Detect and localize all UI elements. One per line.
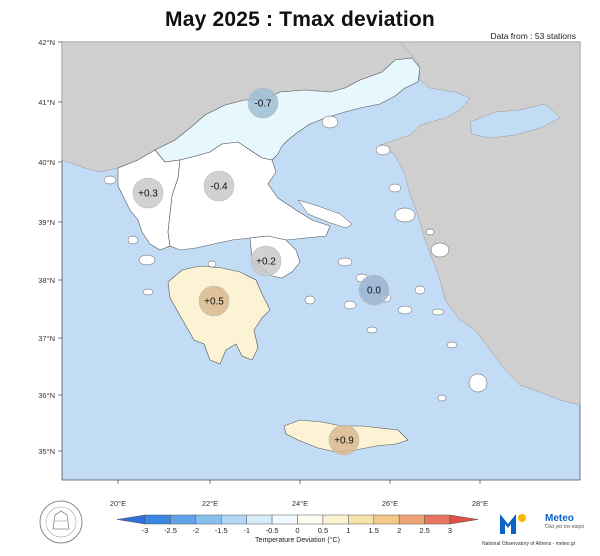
lon-label: 24°E <box>292 499 308 508</box>
region-badge: 0.0 <box>358 274 390 306</box>
colorbar-tick-label: -3 <box>142 526 149 535</box>
colorbar-tick-label: 0.5 <box>318 526 328 535</box>
colorbar-title: Temperature Deviation (°C) <box>255 536 340 544</box>
lat-label: 42°N <box>38 38 55 47</box>
colorbar-high-arrow <box>449 514 479 525</box>
colorbar-tick-label: -1 <box>243 526 250 535</box>
region-badge-value: +0.9 <box>334 436 354 447</box>
lat-label: 39°N <box>38 218 55 227</box>
region-badge: +0.2 <box>250 245 282 277</box>
region-badge: -0.4 <box>203 170 235 202</box>
colorbar-tick-label: 1.5 <box>369 526 379 535</box>
colorbar-bin <box>144 514 171 525</box>
region-badge-circle <box>358 274 390 306</box>
lat-label: 36°N <box>38 391 55 400</box>
region-badge-circle <box>328 424 360 456</box>
lat-label: 37°N <box>38 334 55 343</box>
colorbar-bin <box>246 514 273 525</box>
region-badge: +0.9 <box>328 424 360 456</box>
region-badge-value: 0.0 <box>367 286 381 297</box>
colorbar-bin <box>221 514 247 525</box>
lon-label: 28°E <box>472 499 488 508</box>
region-badge-circle <box>198 285 230 317</box>
colorbar-bin <box>348 514 375 525</box>
longitude-axis: 20°E 22°E 24°E 26°E 28°E <box>110 480 488 508</box>
colorbar-tick-label: -0.5 <box>266 526 279 535</box>
region-thessaly-central <box>167 141 331 251</box>
noa-seal-logo <box>39 500 83 544</box>
region-badge-circle <box>250 245 282 277</box>
region-value-badges: -0.7 +0.3 -0.4 +0.2 0.0 +0.5 +0.9 <box>132 87 390 456</box>
lon-label: 20°E <box>110 499 126 508</box>
latitude-axis: 42°N 41°N 40°N 39°N 38°N 37°N 36°N 35°N <box>38 38 62 456</box>
meteo-logo-name: Meteo <box>545 513 574 524</box>
colorbar-tick-label: 0 <box>295 526 299 535</box>
meteo-logo-tagline: Όλα για τον καιρό <box>545 524 585 530</box>
colorbar-bin <box>373 514 400 525</box>
colorbar-bin <box>195 514 222 525</box>
colorbar-bin <box>424 514 451 525</box>
colorbar-tick-label: 3 <box>448 526 452 535</box>
meteo-logo <box>500 514 526 534</box>
region-badge-value: -0.4 <box>210 182 228 193</box>
lon-label: 22°E <box>202 499 218 508</box>
region-badge-circle <box>247 87 279 119</box>
region-badge-value: +0.3 <box>138 189 158 200</box>
lat-label: 38°N <box>38 276 55 285</box>
data-source-note: Data from : 53 stations <box>490 31 576 41</box>
colorbar-tick-label: -1.5 <box>215 526 228 535</box>
region-badge-circle <box>132 177 164 209</box>
colorbar-bin <box>322 514 349 525</box>
colorbar-tick-label: 2.5 <box>419 526 429 535</box>
region-badge: -0.7 <box>247 87 279 119</box>
region-badge-circle <box>203 170 235 202</box>
colorbar-tick-label: 1 <box>346 526 350 535</box>
lat-label: 40°N <box>38 158 55 167</box>
colorbar: -3 -2.5 -2 -1.5 -1 -0.5 0 0.5 1 1.5 2 2.5 3 Temperatu… <box>116 514 479 544</box>
noa-credit: National Observatory of Athens - meteo.g… <box>482 541 576 547</box>
region-badge: +0.5 <box>198 285 230 317</box>
lon-label: 26°E <box>382 499 398 508</box>
lat-label: 41°N <box>38 98 55 107</box>
region-badge-value: +0.2 <box>256 257 276 268</box>
colorbar-tick-label: -2.5 <box>164 526 177 535</box>
colorbar-tick-label: -2 <box>192 526 199 535</box>
region-badge-value: -0.7 <box>254 99 272 110</box>
lat-label: 35°N <box>38 447 55 456</box>
region-badge-value: +0.5 <box>204 297 224 308</box>
aegean-islands <box>103 115 488 402</box>
map-title: May 2025 : Tmax deviation <box>165 8 435 31</box>
colorbar-bin <box>170 514 197 525</box>
foreign-land <box>61 41 581 406</box>
colorbar-tick-label: 2 <box>397 526 401 535</box>
region-badge: +0.3 <box>132 177 164 209</box>
colorbar-bin <box>297 514 324 525</box>
colorbar-low-arrow <box>116 514 146 525</box>
colorbar-bin <box>398 514 425 525</box>
colorbar-bin <box>271 514 298 525</box>
